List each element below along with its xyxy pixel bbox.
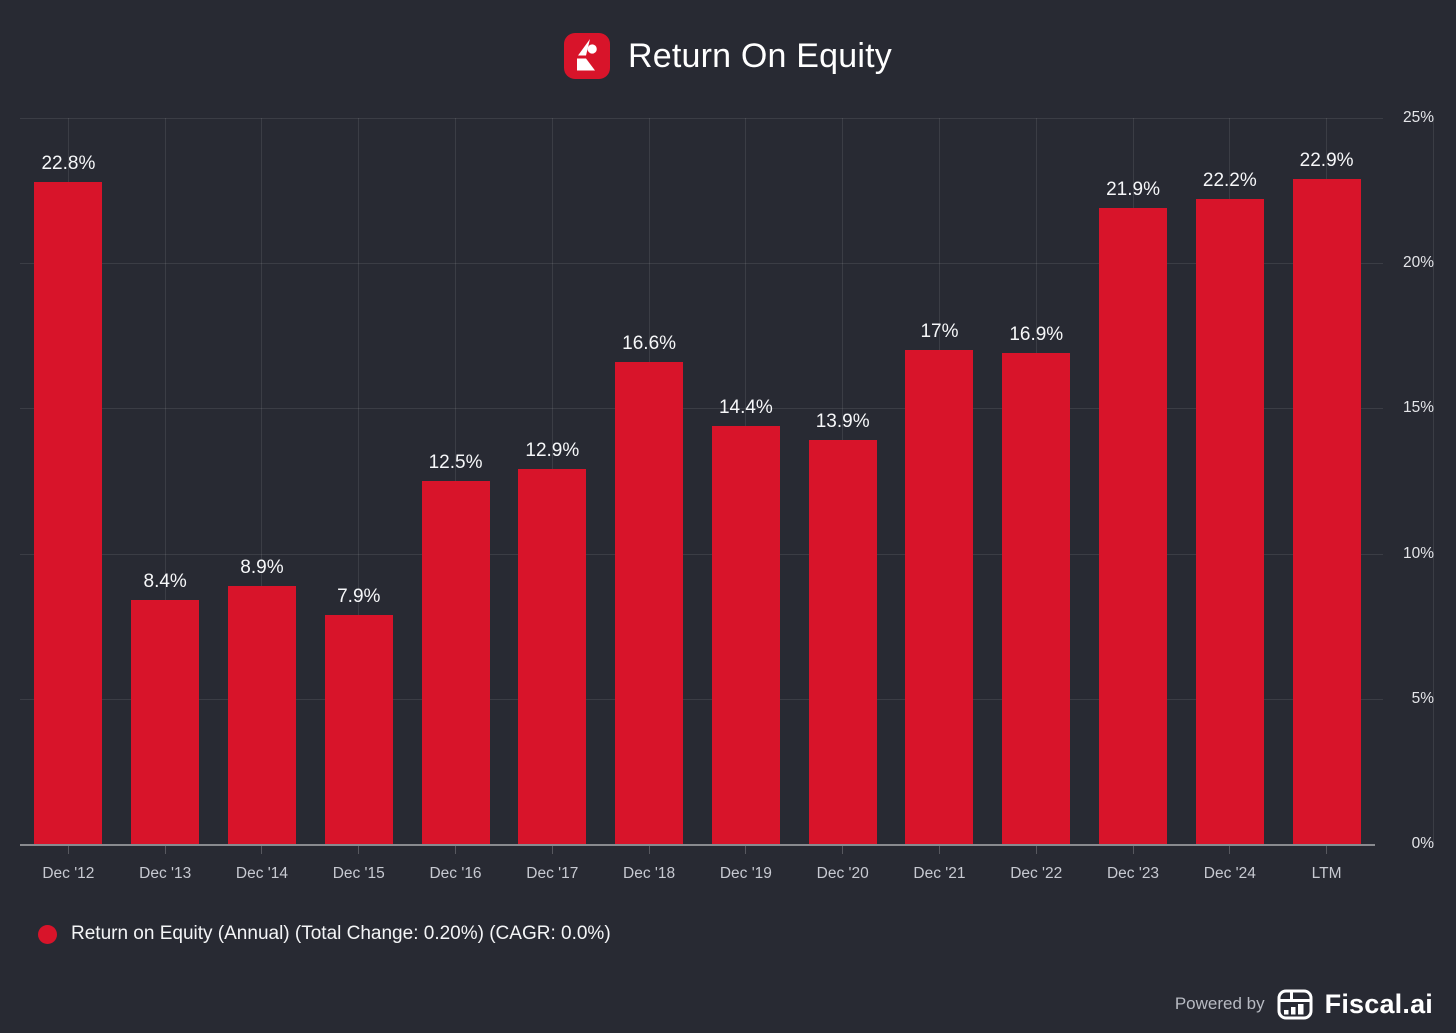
x-tick-label: Dec '12 [42,865,95,882]
x-tick-label: Dec '21 [913,865,966,882]
horizontal-gridline [20,263,1383,265]
bar-value-label: 12.5% [428,452,483,473]
chart-title: Return On Equity [628,36,892,75]
legend-marker-dot [38,924,57,944]
bar-value-label: 8.9% [240,556,284,578]
bar-value-label: 7.9% [337,585,381,607]
x-tick-label: Dec '24 [1203,865,1256,882]
powered-by-text: Powered by [1174,994,1265,1013]
footer: Powered by Fiscal.ai [1175,984,1433,1024]
x-axis-tick [261,846,263,854]
bar[interactable] [421,481,490,844]
legend-label: Return on Equity (Annual) (Total Change:… [71,923,611,944]
plot-area: 22.8% Dec '12 8.4% Dec '13 8.9% Dec '14 7.9% De… [20,118,1383,882]
x-axis-tick [842,846,844,854]
x-axis-tick [358,846,360,854]
bar[interactable] [1002,353,1071,844]
x-axis-tick [67,846,69,854]
bar[interactable] [1099,208,1168,844]
bar-value-label: 12.9% [525,440,580,462]
x-tick-label: Dec '23 [1106,865,1160,882]
x-axis-tick [164,846,166,854]
horizontal-gridline [20,698,1383,700]
bar[interactable] [34,181,103,844]
legend[interactable]: Return on Equity (Annual) (Total Change:… [38,916,611,952]
bar-value-label: 22.8% [41,152,96,174]
x-axis-tick [455,846,457,854]
x-axis-tick [1229,846,1231,854]
x-tick-label: Dec '14 [235,865,288,882]
bar-value-label: 16.6% [622,332,677,354]
company-logo-icon [564,33,610,79]
bar[interactable] [808,440,877,844]
bar[interactable] [324,614,393,844]
bar-value-label: 14.4% [718,396,773,418]
x-tick-label: Dec '19 [719,865,772,882]
fiscal-ai-logo-icon [1277,989,1313,1019]
bar[interactable] [1195,199,1264,844]
bar-value-label: 8.4% [143,571,187,593]
bar-value-label: 13.9% [815,411,870,433]
brand-name: Fiscal.ai [1324,988,1433,1019]
y-tick-label: 25% [1402,109,1434,126]
x-tick-label: Dec '16 [429,865,482,882]
header: Return On Equity [0,28,1456,84]
y-tick-label: 10% [1402,544,1434,562]
bar[interactable] [615,361,684,844]
x-tick-label: Dec '15 [332,865,385,882]
x-axis-tick [745,846,747,854]
bar-value-label: 22.9% [1299,149,1354,171]
y-tick-label: 5% [1411,689,1434,707]
x-axis-line [20,844,1375,846]
x-tick-label: Dec '20 [816,865,869,882]
x-axis-tick [1132,846,1134,854]
x-axis-tick [1035,846,1037,854]
bar-value-label: 21.9% [1106,179,1160,201]
x-tick-label: Dec '17 [526,865,579,882]
bar[interactable] [131,600,200,844]
x-axis-tick [1326,846,1328,854]
horizontal-gridline [20,118,1383,119]
bar[interactable] [1292,178,1361,844]
bar[interactable] [518,469,587,844]
x-axis-tick [938,846,940,854]
y-tick-label: 15% [1402,399,1434,417]
bar[interactable] [227,585,296,844]
y-tick-label: 20% [1402,254,1434,272]
x-axis-tick [648,846,650,854]
vertical-gridline [261,118,263,844]
vertical-gridline [164,118,166,844]
y-tick-label: 0% [1411,835,1434,852]
x-tick-label: Dec '22 [1010,865,1063,882]
bar[interactable] [905,350,974,844]
vertical-gridline [358,118,360,844]
bar[interactable] [711,425,780,844]
y-axis-line [1433,118,1434,844]
x-tick-label: Dec '18 [623,865,676,882]
x-axis-tick [551,846,553,854]
bar-value-label: 16.9% [1009,324,1064,346]
x-tick-label: Dec '13 [139,865,192,882]
x-tick-label: LTM [1311,865,1342,882]
horizontal-gridline [20,553,1383,555]
bar-value-label: 22.2% [1202,170,1257,192]
horizontal-gridline [20,408,1383,410]
bar-value-label: 17% [920,321,959,343]
